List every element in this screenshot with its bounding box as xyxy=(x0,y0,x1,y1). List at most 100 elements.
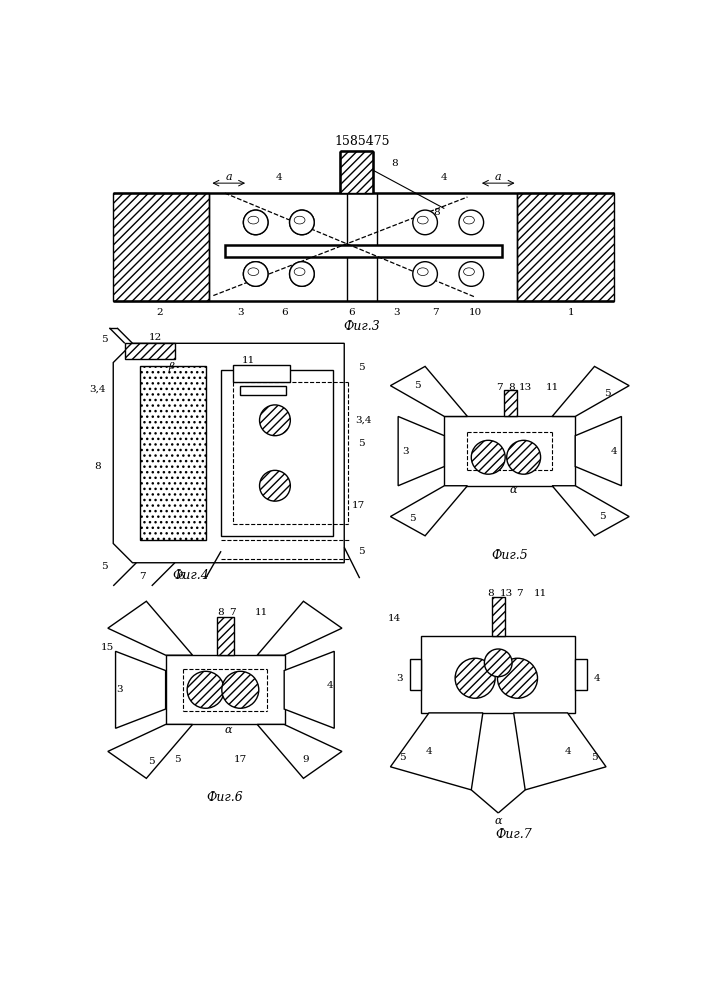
Text: 7: 7 xyxy=(517,589,523,598)
Polygon shape xyxy=(398,416,444,486)
Circle shape xyxy=(243,210,268,235)
Text: 4: 4 xyxy=(426,747,432,756)
Bar xyxy=(503,389,518,416)
Bar xyxy=(140,366,206,540)
Text: Фиг.4: Фиг.4 xyxy=(172,569,209,582)
Ellipse shape xyxy=(464,216,474,224)
Ellipse shape xyxy=(417,216,428,224)
Text: 8: 8 xyxy=(508,383,515,392)
Circle shape xyxy=(259,470,291,501)
Polygon shape xyxy=(390,713,483,790)
Text: α: α xyxy=(494,816,502,826)
Text: 6: 6 xyxy=(281,308,288,317)
Bar xyxy=(113,193,209,301)
Polygon shape xyxy=(575,659,587,690)
Text: a: a xyxy=(226,172,232,182)
Text: 15: 15 xyxy=(101,643,115,652)
Text: 5: 5 xyxy=(100,335,107,344)
Circle shape xyxy=(290,210,314,235)
Text: α: α xyxy=(510,485,518,495)
Circle shape xyxy=(290,262,314,286)
Text: 7: 7 xyxy=(229,608,236,617)
Text: 11: 11 xyxy=(241,356,255,365)
Text: 6: 6 xyxy=(177,572,185,581)
Text: 5: 5 xyxy=(358,363,365,372)
Bar xyxy=(340,151,373,193)
Text: 4: 4 xyxy=(593,674,600,683)
Text: 5: 5 xyxy=(409,514,415,523)
Ellipse shape xyxy=(417,268,428,276)
Text: 8: 8 xyxy=(95,462,101,471)
Circle shape xyxy=(290,262,314,286)
Circle shape xyxy=(472,440,506,474)
Text: 3,4: 3,4 xyxy=(355,416,372,425)
Text: α: α xyxy=(225,725,233,735)
Bar xyxy=(221,370,333,536)
Text: Фиг.5: Фиг.5 xyxy=(491,549,528,562)
Text: 12: 12 xyxy=(149,333,162,342)
Circle shape xyxy=(455,658,495,698)
Polygon shape xyxy=(409,659,421,690)
Text: 5: 5 xyxy=(599,512,605,521)
Text: Фиг.6: Фиг.6 xyxy=(206,791,243,804)
Polygon shape xyxy=(257,724,342,778)
Text: 5: 5 xyxy=(358,439,365,448)
Bar xyxy=(165,655,285,724)
Circle shape xyxy=(507,440,541,474)
Text: 4: 4 xyxy=(610,447,617,456)
Circle shape xyxy=(290,210,314,235)
Text: 7: 7 xyxy=(432,308,438,317)
Text: 5: 5 xyxy=(148,757,155,766)
Polygon shape xyxy=(125,343,175,359)
Circle shape xyxy=(187,671,224,708)
Text: 17: 17 xyxy=(351,500,365,510)
Circle shape xyxy=(413,210,438,235)
Text: 7: 7 xyxy=(139,572,146,581)
Text: 11: 11 xyxy=(255,608,269,617)
Text: 3: 3 xyxy=(402,447,409,456)
Text: a: a xyxy=(495,172,501,182)
Text: 5: 5 xyxy=(399,753,405,762)
Circle shape xyxy=(459,210,484,235)
Text: Фиг.7: Фиг.7 xyxy=(496,828,532,841)
Circle shape xyxy=(243,262,268,286)
Polygon shape xyxy=(390,486,467,536)
Polygon shape xyxy=(284,651,334,728)
Text: 8: 8 xyxy=(433,208,440,217)
Text: 4: 4 xyxy=(564,747,571,756)
Text: 3,4: 3,4 xyxy=(90,385,106,394)
Circle shape xyxy=(222,671,259,708)
Text: 11: 11 xyxy=(534,589,547,598)
Polygon shape xyxy=(552,366,629,416)
Polygon shape xyxy=(390,366,467,416)
Text: 17: 17 xyxy=(234,755,247,764)
Ellipse shape xyxy=(248,268,259,276)
Circle shape xyxy=(498,658,537,698)
Polygon shape xyxy=(108,724,192,778)
Bar xyxy=(421,636,575,713)
Polygon shape xyxy=(514,713,606,790)
Ellipse shape xyxy=(294,216,305,224)
Polygon shape xyxy=(113,343,344,563)
Text: 11: 11 xyxy=(546,383,559,392)
Text: 8: 8 xyxy=(217,608,223,617)
Bar xyxy=(518,193,614,301)
Text: 13: 13 xyxy=(499,589,513,598)
Text: 2: 2 xyxy=(156,308,163,317)
Bar xyxy=(225,245,502,257)
Text: 6: 6 xyxy=(349,308,355,317)
Text: 3: 3 xyxy=(116,685,123,694)
Text: 4: 4 xyxy=(327,681,334,690)
Circle shape xyxy=(243,210,268,235)
Circle shape xyxy=(459,262,484,286)
Polygon shape xyxy=(552,486,629,536)
Bar xyxy=(240,386,286,395)
Text: 7: 7 xyxy=(496,383,503,392)
Text: Фиг.3: Фиг.3 xyxy=(344,320,380,333)
Text: 3: 3 xyxy=(393,308,400,317)
Text: 5: 5 xyxy=(358,547,365,556)
Ellipse shape xyxy=(294,268,305,276)
Text: 1: 1 xyxy=(568,308,575,317)
Polygon shape xyxy=(257,601,342,655)
Bar xyxy=(233,365,291,382)
